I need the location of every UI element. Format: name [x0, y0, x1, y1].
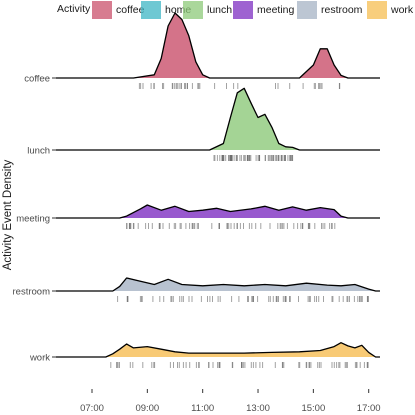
- rug-restroom: [117, 296, 369, 302]
- ridge-coffee: coffee: [24, 12, 380, 89]
- y-tick-label-work: work: [29, 353, 50, 364]
- legend: Activity coffee home lunch meeting restroom w…: [57, 1, 414, 19]
- density-outline-work: [56, 342, 380, 358]
- legend-swatch-coffee: [92, 1, 112, 19]
- legend-title: Activity: [57, 3, 91, 15]
- density-outline-meeting: [56, 204, 380, 219]
- legend-label-lunch: lunch: [207, 4, 232, 16]
- legend-swatch-lunch: [183, 1, 203, 19]
- density-outline-lunch: [56, 87, 380, 151]
- legend-swatch-home: [141, 1, 161, 19]
- ridges: coffee lunch meeting restroom work: [13, 12, 380, 368]
- density-outline-restroom: [56, 277, 380, 292]
- y-tick-label-coffee: coffee: [24, 74, 50, 85]
- legend-swatch-meeting: [233, 1, 253, 19]
- y-tick-label-meeting: meeting: [16, 214, 50, 225]
- ridge-restroom: restroom: [13, 277, 380, 302]
- x-tick-label: 17:00: [357, 403, 381, 414]
- x-tick-label: 15:00: [301, 403, 325, 414]
- legend-label-restroom: restroom: [321, 4, 363, 16]
- rug-meeting: [126, 223, 336, 229]
- ridge-lunch: lunch: [27, 87, 380, 161]
- x-tick-label: 09:00: [135, 403, 159, 414]
- x-tick-label: 13:00: [246, 403, 270, 414]
- density-area-coffee: [133, 13, 348, 78]
- x-tick-label: 07:00: [80, 403, 104, 414]
- ridge-meeting: meeting: [16, 204, 380, 229]
- legend-label-work: work: [390, 4, 414, 16]
- rug-work: [110, 362, 369, 368]
- y-axis-title: Activity Event Density: [2, 159, 14, 270]
- legend-label-coffee: coffee: [116, 4, 145, 16]
- density-area-lunch: [209, 88, 300, 150]
- density-area-work: [105, 342, 376, 357]
- legend-swatch-restroom: [297, 1, 317, 19]
- y-tick-label-restroom: restroom: [13, 287, 51, 298]
- ridge-work: work: [29, 342, 380, 368]
- y-tick-label-lunch: lunch: [27, 146, 50, 157]
- legend-swatch-work: [367, 1, 387, 19]
- rug-coffee: [138, 83, 341, 89]
- rug-lunch: [213, 155, 294, 161]
- x-axis: 07:00 09:00 11:00 13:00 15:00 17:00: [80, 389, 381, 414]
- x-tick-label: 11:00: [191, 403, 214, 414]
- density-area-restroom: [112, 278, 376, 291]
- density-outline-coffee: [56, 12, 380, 79]
- legend-label-meeting: meeting: [257, 4, 295, 16]
